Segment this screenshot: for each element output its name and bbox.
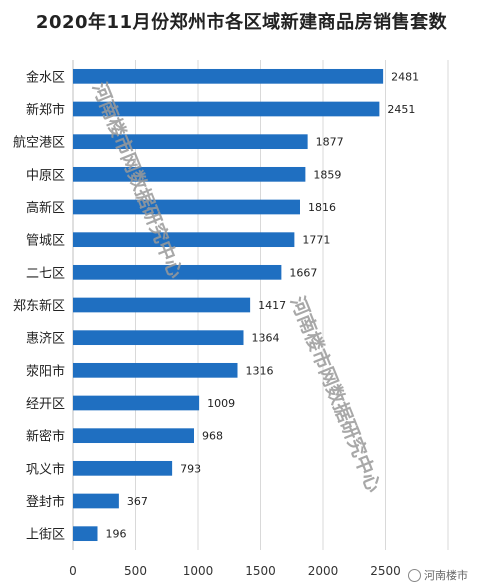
data-label: 1009 (207, 397, 235, 410)
category-label: 金水区 (26, 69, 65, 85)
chart-title: 2020年11月份郑州市各区域新建商品房销售套数 (35, 12, 448, 33)
wechat-icon (408, 568, 421, 582)
category-label: 郑东新区 (13, 298, 65, 314)
data-label: 793 (180, 462, 201, 475)
x-tick-label: 1000 (183, 564, 214, 578)
category-label: 登封市 (26, 494, 65, 510)
category-label: 荥阳市 (26, 363, 65, 379)
category-label: 巩义市 (26, 461, 65, 477)
x-tick-label: 2000 (308, 564, 339, 578)
category-label: 中原区 (26, 168, 65, 183)
x-tick-label: 2500 (370, 564, 401, 578)
x-tick-label: 0 (69, 564, 77, 578)
bar (73, 362, 238, 378)
data-label: 1816 (308, 201, 336, 214)
category-label: 航空港区 (13, 135, 65, 151)
category-label: 新密市 (26, 429, 65, 445)
data-label: 1859 (313, 168, 341, 181)
bar (73, 264, 282, 280)
category-labels: 金水区新郑市航空港区中原区高新区管城区二七区郑东新区惠济区荥阳市经开区新密市巩义… (13, 69, 65, 542)
data-label: 2481 (391, 70, 419, 83)
data-label: 1364 (252, 332, 280, 345)
data-label: 1667 (289, 266, 317, 279)
bar (73, 526, 98, 542)
bar (73, 493, 119, 509)
data-label: 968 (202, 430, 223, 443)
bar (73, 134, 308, 150)
bar (73, 166, 306, 182)
category-label: 管城区 (26, 234, 65, 249)
data-label: 1417 (258, 299, 286, 312)
footer-badge: 河南楼市 (405, 566, 471, 584)
data-label: 1877 (316, 136, 344, 149)
data-label: 1316 (246, 364, 274, 377)
data-label: 196 (106, 528, 127, 541)
category-label: 惠济区 (26, 332, 65, 347)
category-label: 经开区 (26, 397, 65, 412)
bar (73, 101, 380, 117)
bar (73, 460, 173, 476)
x-tick-label: 500 (124, 564, 147, 578)
bar (73, 395, 200, 411)
category-label: 高新区 (26, 200, 65, 216)
bars (73, 68, 384, 542)
bar (73, 199, 300, 215)
data-label: 2451 (387, 103, 415, 116)
x-tick-label: 1500 (245, 564, 276, 578)
footer-badge-label: 河南楼市 (424, 569, 468, 582)
bar (73, 297, 251, 313)
bar (73, 428, 194, 444)
bar (73, 330, 244, 346)
bar (73, 68, 384, 84)
bar (73, 232, 295, 248)
category-label: 新郑市 (26, 102, 65, 118)
category-label: 上街区 (26, 528, 65, 543)
category-label: 二七区 (26, 266, 65, 281)
data-label: 1771 (302, 234, 330, 247)
data-label: 367 (127, 495, 148, 508)
data-labels: 2481 2451 1877 1859 1816 1771 1667 1417 1364 1316… (106, 70, 420, 540)
x-tick-labels: 050010001500200025003000 (69, 564, 463, 578)
